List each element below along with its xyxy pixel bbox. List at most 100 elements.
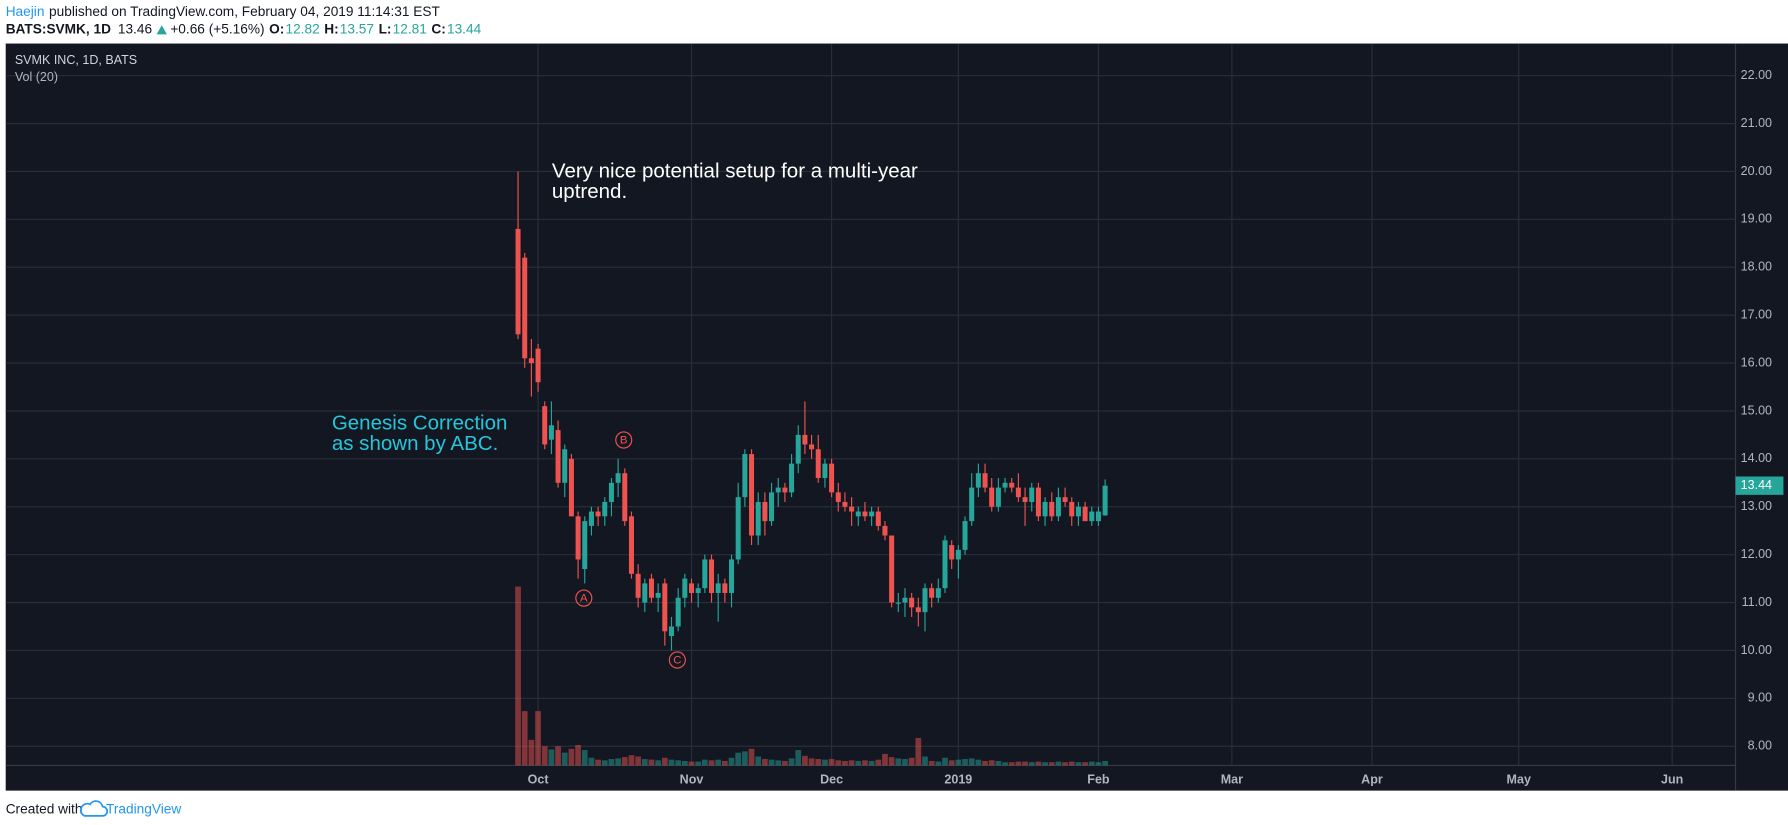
- candle-body: [642, 583, 648, 603]
- candle-body: [922, 588, 928, 613]
- volume-bar: [995, 760, 1002, 766]
- x-tick-label: Mar: [1221, 773, 1243, 787]
- volume-bar: [928, 760, 935, 766]
- candle-body: [789, 463, 795, 493]
- y-tick-label: 16.00: [1741, 355, 1772, 369]
- annotation-text: as shown by ABC.: [332, 432, 498, 455]
- candle-body: [769, 492, 775, 522]
- up-arrow: [156, 25, 167, 35]
- volume-bar: [868, 760, 875, 766]
- published: published on TradingView.com, February 0…: [49, 4, 440, 19]
- volume-bar: [1028, 762, 1035, 766]
- volume-bar: [1062, 762, 1068, 766]
- x-tick-label: Feb: [1087, 773, 1110, 787]
- volume-bar: [655, 760, 661, 766]
- volume-bar: [601, 760, 608, 766]
- volume-bar: [755, 756, 762, 766]
- candle-body: [989, 487, 995, 507]
- volume-bar: [561, 752, 568, 766]
- last-price-label: 13.44: [1741, 478, 1772, 492]
- volume-bar: [515, 586, 521, 766]
- volume-bar: [581, 750, 588, 766]
- candle-body: [1029, 487, 1035, 502]
- x-tick-label: Oct: [528, 773, 550, 787]
- change: +0.66 (+5.16%): [170, 21, 264, 36]
- candle-body: [935, 588, 941, 598]
- volume-bar: [922, 756, 928, 766]
- volume-bar: [842, 760, 848, 766]
- volume-bar: [648, 759, 655, 766]
- volume-bar: [1075, 762, 1082, 766]
- x-tick-label: 2019: [944, 773, 972, 787]
- footer-brand: TradingView: [106, 802, 181, 817]
- volume-bar: [701, 759, 708, 766]
- volume-bar: [1022, 761, 1028, 766]
- volume-bar: [688, 761, 695, 766]
- y-tick-label: 9.00: [1748, 691, 1772, 705]
- volume-bar: [1002, 762, 1008, 766]
- candle-body: [755, 501, 761, 536]
- y-tick-label: 13.00: [1741, 499, 1772, 513]
- candle-body: [582, 521, 588, 570]
- volume-bar: [988, 760, 995, 766]
- candle-body: [602, 501, 608, 517]
- volume-bar: [1015, 761, 1022, 766]
- candle-body: [855, 511, 861, 517]
- y-tick-label: 15.00: [1741, 403, 1772, 417]
- candle-body: [608, 482, 614, 502]
- annotation-text: uptrend.: [552, 180, 627, 203]
- candle-body: [675, 597, 681, 627]
- candle-body: [648, 578, 654, 598]
- candle-body: [615, 473, 621, 483]
- candle-body: [729, 559, 735, 593]
- wave-label: C: [673, 655, 681, 667]
- y-tick-label: 8.00: [1748, 739, 1772, 753]
- candle-body: [522, 257, 528, 359]
- candle-body: [942, 540, 948, 589]
- candle-body: [555, 430, 561, 483]
- y-tick-label: 11.00: [1742, 595, 1772, 609]
- candle-body: [795, 434, 801, 464]
- volume-bar: [902, 759, 908, 766]
- volume-bar: [948, 760, 955, 766]
- candle-body: [929, 588, 935, 598]
- wave-circle: [668, 651, 686, 669]
- candle-body: [762, 501, 768, 522]
- candle-body: [1075, 506, 1081, 517]
- wave-circle: [575, 589, 593, 607]
- candle-body: [902, 597, 908, 603]
- x-tick-label: Apr: [1361, 773, 1383, 787]
- volume-bar: [521, 711, 528, 766]
- volume-bar: [835, 760, 842, 766]
- volume-bar: [608, 759, 615, 766]
- volume-bar: [982, 760, 988, 766]
- volume-bar: [822, 759, 828, 766]
- volume-bar: [888, 757, 895, 766]
- volume-bar: [742, 751, 748, 766]
- candle-body: [1095, 511, 1101, 522]
- volume-bar: [588, 757, 595, 766]
- candle-body: [702, 559, 708, 589]
- volume-bar: [1048, 762, 1055, 766]
- volume-bar: [782, 760, 788, 766]
- volume-bar: [942, 757, 948, 766]
- ohlc-label: L:: [379, 21, 392, 36]
- volume-bar: [1082, 762, 1088, 766]
- candle-body: [575, 516, 581, 560]
- x-tick-label: Jun: [1661, 773, 1683, 787]
- volume-bar: [555, 746, 561, 766]
- y-tick-label: 21.00: [1741, 116, 1772, 130]
- volume-bar: [728, 757, 735, 766]
- candle-body: [975, 473, 981, 488]
- ohlc-value: 13.57: [340, 21, 374, 36]
- ohlc-label: C:: [431, 21, 445, 36]
- volume-bar: [975, 759, 982, 766]
- candle-body: [1042, 501, 1048, 517]
- volume-bar: [862, 760, 868, 766]
- volume-bar: [848, 760, 855, 766]
- candle-body: [595, 511, 601, 517]
- y-tick-label: 10.00: [1741, 643, 1772, 657]
- volume-label: Vol (20): [15, 70, 58, 84]
- candle-body: [655, 592, 661, 598]
- volume-bar: [935, 761, 942, 766]
